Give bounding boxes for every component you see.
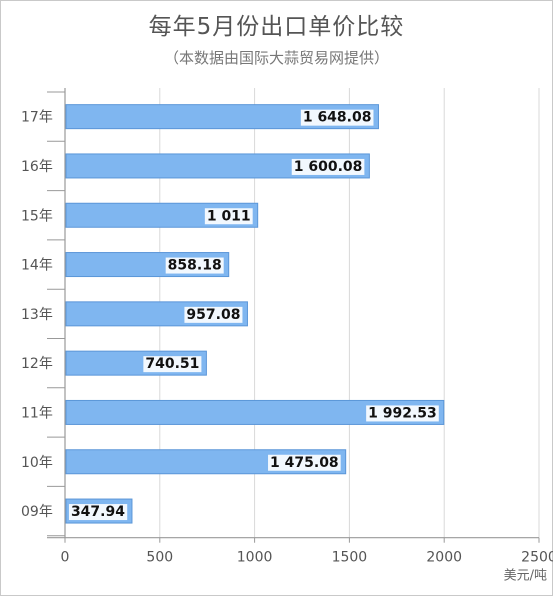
- value-label: 1 475.08: [270, 455, 339, 471]
- x-tick-label: 1000: [237, 550, 273, 566]
- value-label: 957.08: [186, 307, 240, 323]
- category-label: 14年: [21, 258, 53, 274]
- value-label: 858.18: [168, 258, 222, 274]
- value-label-background: [68, 504, 128, 521]
- value-label-background: [184, 306, 243, 323]
- category-label: 09年: [21, 504, 53, 520]
- value-label: 347.94: [71, 504, 125, 520]
- value-label-background: [268, 454, 341, 471]
- value-label-background: [165, 257, 224, 274]
- value-label-background: [291, 158, 365, 175]
- value-label-background: [143, 356, 202, 373]
- value-label: 1 648.08: [303, 110, 372, 126]
- category-label: 11年: [21, 405, 53, 421]
- x-tick-label: 0: [61, 550, 70, 566]
- x-axis-unit-label: 美元/吨: [504, 569, 547, 584]
- category-label: 15年: [21, 208, 53, 224]
- value-label-background: [204, 208, 253, 225]
- value-label-background: [300, 109, 374, 126]
- value-label: 1 992.53: [368, 405, 437, 421]
- chart-subtitle: （本数据由国际大蒜贸易网提供）: [163, 49, 389, 67]
- x-tick-label: 2500: [521, 550, 553, 566]
- value-label-background: [366, 405, 439, 422]
- category-label: 13年: [21, 307, 53, 323]
- x-tick-label: 500: [146, 550, 173, 566]
- x-tick-label: 1500: [332, 550, 368, 566]
- category-label: 10年: [21, 455, 53, 471]
- category-label: 12年: [21, 356, 53, 372]
- x-tick-label: 2000: [426, 550, 462, 566]
- chart-title: 每年5月份出口单价比较: [148, 14, 405, 40]
- value-label: 1 011: [207, 208, 251, 224]
- category-label: 16年: [21, 159, 53, 175]
- value-label: 1 600.08: [294, 159, 363, 175]
- category-label: 17年: [21, 110, 53, 126]
- value-label: 740.51: [145, 356, 199, 372]
